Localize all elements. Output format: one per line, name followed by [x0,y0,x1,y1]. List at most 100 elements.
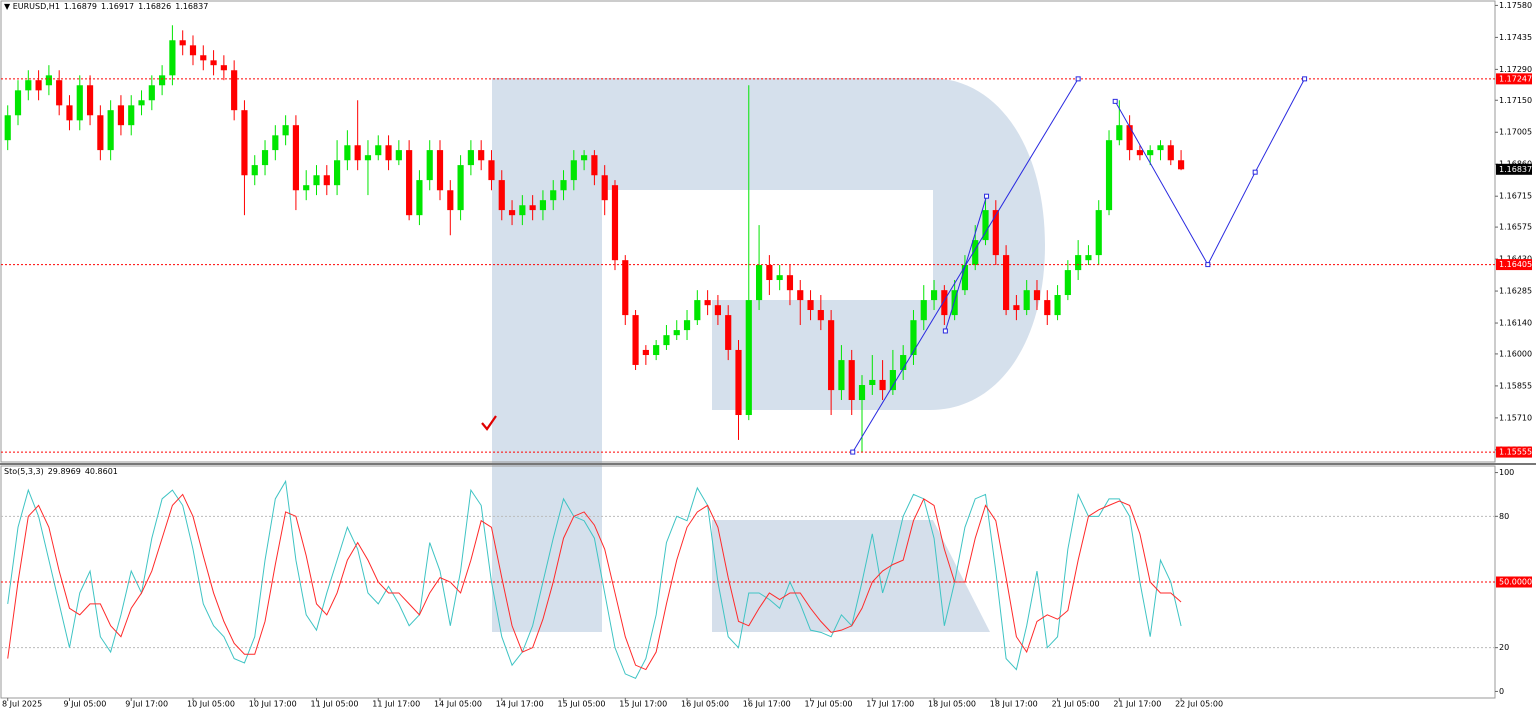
symbol: EURUSD,H1 [12,2,60,11]
y-tick-label: 1.17150 [1499,96,1532,105]
y-tick-label: 0 [1499,687,1504,696]
candle-body [488,160,495,181]
candle-body [1033,290,1041,301]
y-tick-label: 20 [1499,643,1509,652]
candle-body [45,75,52,86]
candle-body [241,110,248,176]
header-high: 1.16917 [101,2,135,11]
candle-body [951,290,958,316]
forecast-point [1205,262,1211,268]
forecast-point [942,328,948,334]
current-price-label: 1.16837 [1499,165,1532,174]
candle-body [375,145,382,156]
candle-body [838,360,845,391]
candle-body [1177,160,1185,170]
candle-body [601,175,608,201]
candle-body [642,349,649,356]
candle-body [714,305,721,316]
candle-body [107,110,114,151]
candle-body [920,300,927,321]
candle-body [1013,305,1020,311]
candle-body [159,75,166,86]
candle-body [663,335,670,346]
forecast-point [1112,98,1118,104]
indicator-name: Sto(5,3,3) [4,467,44,476]
candle-body [930,290,938,301]
y-tick-label: 1.16715 [1499,192,1532,201]
candle-body [1105,140,1113,211]
candle-body [117,105,125,126]
candle-body [704,300,711,306]
candle-body [961,265,969,291]
candle-body [508,210,516,216]
x-tick-label: 14 Jul 17:00 [496,700,544,709]
candle-body [25,80,32,91]
candle-body [179,40,186,46]
header-close: 1.16837 [175,2,209,11]
candle-body [539,200,547,211]
candle-body [333,160,341,186]
candle-body [570,160,577,181]
candle-body [560,180,567,191]
indicator-signal-value: 40.8601 [84,467,118,476]
level-label: 1.17247 [1499,74,1532,83]
y-tick-label: 1.17435 [1499,33,1532,42]
candle-body [1147,150,1154,156]
x-tick-label: 18 Jul 05:00 [928,700,976,709]
candle-body [148,85,155,101]
candle-body [591,155,598,176]
candle-body [292,125,299,191]
candle-body [529,205,536,211]
header-open: 1.16879 [63,2,98,11]
candle-body [467,150,474,166]
indicator-line [7,493,1182,671]
candle-body [395,150,402,161]
x-tick-label: 11 Jul 17:00 [372,700,420,709]
candle-body [1054,295,1061,316]
candle-body [1136,150,1143,156]
candle-body [261,150,269,166]
x-tick-label: 21 Jul 05:00 [1052,700,1100,709]
x-tick-label: 18 Jul 17:00 [990,700,1038,709]
candle-body [900,355,907,371]
x-tick-label: 10 Jul 17:00 [249,700,297,709]
indicator-header: Sto(5,3,3) 29.8969 40.8601 [4,467,122,476]
candle-body [673,330,680,336]
forecast-point [850,449,856,455]
level-label: 50.0000 [1499,578,1532,587]
candle-body [97,115,104,151]
y-tick-label: 100 [1499,468,1514,477]
candle-body [879,379,886,391]
level-label: 1.15555 [1499,448,1532,457]
candle-body [169,40,176,76]
candle-body [35,80,42,91]
candle-body [406,150,413,216]
candle-body [1075,255,1082,271]
candle-body [632,315,639,365]
candle-body [776,275,783,281]
x-tick-label: 17 Jul 17:00 [866,700,914,709]
candle-body [1003,255,1010,311]
candle-body [550,190,557,201]
x-tick-label: 17 Jul 05:00 [805,700,853,709]
x-tick-label: 16 Jul 17:00 [743,700,791,709]
candle-body [56,80,63,106]
candle-body [189,45,197,56]
candle-body [735,349,742,416]
y-tick-label: 1.15710 [1499,413,1532,422]
candle-body [231,70,238,111]
candle-body [982,210,989,241]
candle-body [755,265,763,301]
candle-body [694,300,701,321]
candle-body [66,105,73,121]
candle-body [889,370,896,391]
candle-body [478,150,485,161]
candle-body [653,345,660,356]
y-tick-label: 1.16430 [1499,255,1532,264]
x-tick-label: 15 Jul 05:00 [558,700,606,709]
candle-body [364,155,372,161]
candle-body [1095,210,1102,256]
x-tick-label: 14 Jul 05:00 [434,700,482,709]
header-low: 1.16826 [138,2,172,11]
